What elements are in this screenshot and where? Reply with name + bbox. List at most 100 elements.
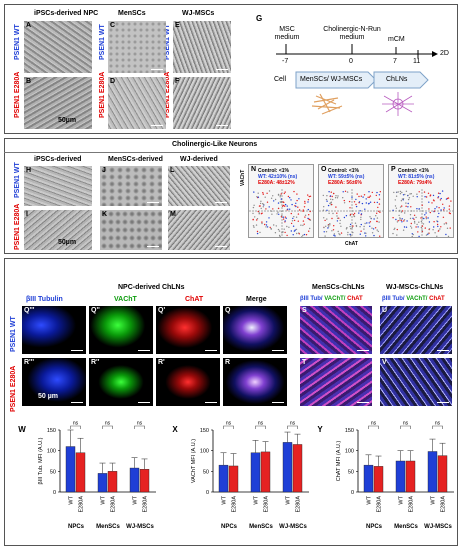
flow-event-dot [400,211,403,213]
flow-event-dot [360,195,362,197]
flow-event-dot [335,195,337,197]
flow-event-dot [410,193,412,195]
flow-event-dot [336,217,339,219]
flow-event-dot [333,225,335,227]
flow-event-dot [298,233,300,235]
flow-event-dot [309,210,311,213]
flow-event-dot [359,226,361,228]
flow-event-dot [254,216,256,218]
if-panel-r-b3tubulin: R''' 50 µm [22,358,86,406]
men-channel-vacht: VAChT/ [324,296,346,302]
flow-event-dot [364,222,366,225]
flow-event-dot [272,195,274,197]
flow-event-dot [392,232,394,235]
flow-event-dot [283,201,285,204]
flow-event-dot [304,214,307,216]
flow-event-dot [347,234,349,236]
flow-event-dot [290,212,292,215]
flow-event-dot [399,206,402,208]
flow-event-dot [429,211,431,214]
flow-event-dot [365,202,367,204]
channel-merge: Merge [246,296,267,303]
header-menscs-chlns: MenSCs-ChLNs [312,284,365,291]
micrograph-e: E [173,21,231,73]
flow-event-dot [349,223,352,226]
flow-event-dot [252,218,254,221]
flow-event-dot [332,212,334,215]
flow-event-dot [269,226,271,229]
if-panel-s-menscs: S [300,306,372,354]
mcm-label: mCM [388,36,405,43]
micrograph-l: L [168,166,230,206]
flow-cytometry-n: N Control: <1% WT: 42±10% (ns) E280A: 48… [248,164,314,238]
flow-event-dot [293,190,295,193]
row-label-wt: PSEN1 WT [14,162,21,198]
flow-event-dot [353,201,356,203]
if-panel-q-b3tubulin: Q''' [22,306,86,354]
flow-event-dot [349,214,351,217]
if-panel-q-vacht: Q'' [89,306,153,354]
flow-event-dot [371,227,373,229]
col-title-wjmscs: WJ-MSCs [182,10,215,17]
flow-event-dot [324,235,326,237]
flow-event-dot [439,228,441,230]
col-title-ipscs: iPSCs-derived [34,156,82,163]
flow-event-dot [402,229,405,231]
flow-event-dot [333,233,336,235]
flow-event-dot [369,201,372,203]
flow-event-dot [264,223,266,226]
flow-event-dot [375,194,377,197]
flow-event-dot [379,235,381,237]
msc-medium-label: MSC medium [274,26,300,41]
micrograph-c: C [108,21,166,73]
flow-event-dot [277,207,280,210]
flow-event-dot [280,198,282,200]
flow-event-dot [265,208,267,210]
flow-event-dot [416,193,418,195]
flow-event-dot [423,217,425,220]
flow-event-dot [323,231,325,233]
flow-event-dot [331,203,333,206]
scale-bar [215,246,227,247]
flow-event-dot [302,220,305,222]
men-channel-b3: βIII Tub/ [300,296,323,302]
panel-letter: R [225,359,231,366]
flow-event-dot [337,230,339,233]
flow-event-dot [394,205,397,207]
panel-letter: Q [225,307,231,314]
flow-event-dot [296,193,298,195]
flow-event-dot [286,225,288,228]
cholinergic-medium-label: Cholinergic-N-Run medium [323,26,381,41]
scale-bar [357,402,369,403]
flow-event-dot [336,220,339,222]
flow-event-dot [347,231,349,234]
flow-event-dot [447,235,450,237]
flow-event-dot [412,217,414,219]
scale-bar [147,246,159,247]
flow-event-dot [284,203,287,206]
flow-event-dot [376,217,379,219]
section2-frame [4,138,458,254]
flow-event-dot [327,204,330,207]
flow-event-dot [253,191,255,193]
panel-letter: G [256,14,263,23]
flow-event-dot [339,219,341,222]
channel-vacht: VAChT [114,296,137,303]
flow-event-dot [281,205,284,207]
panel-letter: B [26,78,32,85]
flow-event-dot [346,227,348,229]
flow-event-dot [376,212,378,214]
scale-bar [437,402,449,403]
box-chlns: ChLNs [386,76,408,83]
flow-event-dot [420,220,423,223]
flow-event-dot [369,216,371,218]
flow-event-dot [400,219,403,221]
flow-event-dot [331,217,333,220]
flow-event-dot [379,211,381,213]
flow-event-dot [302,210,304,212]
flow-event-dot [330,202,332,204]
scale-bar [205,350,217,351]
flow-event-dot [307,217,309,220]
flow-event-dot [409,193,411,195]
flow-event-dot [433,210,436,212]
